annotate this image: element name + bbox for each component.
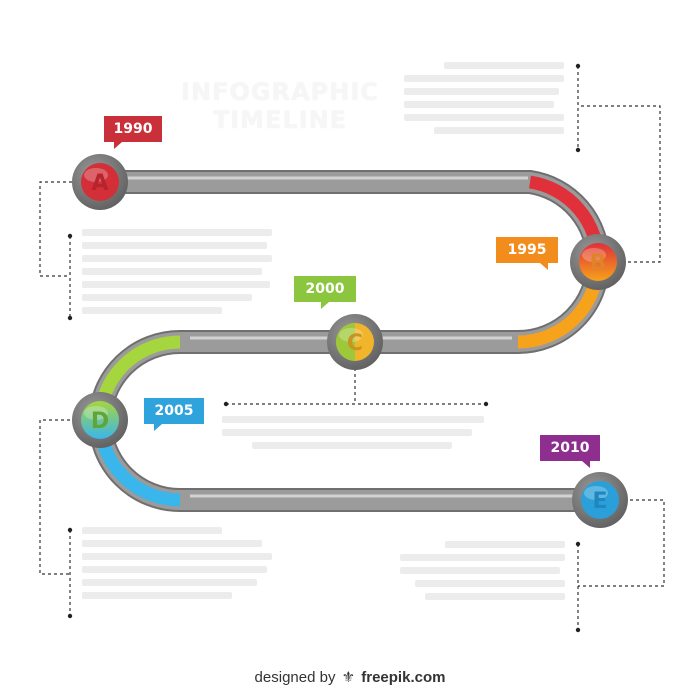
credit-brand: freepik.com [361,669,446,686]
freepik-logo-icon: ⚜ [341,669,356,686]
credit-footer: designed by ⚜ freepik.com [0,668,700,686]
dashed-connectors [39,66,665,630]
node-c-letter: C [347,331,363,356]
placeholder-text-d [82,527,272,605]
node-b-letter: B [590,251,607,276]
node-a-letter: A [91,171,108,196]
title-line-1: INFOGRAPHIC [181,78,379,106]
year-tag-1995: 1995 [496,237,558,270]
node-d: D [72,392,128,448]
connector-d [39,419,76,575]
node-e: E [572,472,628,528]
node-e-letter: E [592,489,607,514]
connector-e [578,499,665,587]
year-tag-2000: 2000 [294,276,356,309]
credit-prefix: designed by [254,669,336,686]
year-tag-2010: 2010 [540,435,600,468]
connector-a [39,181,72,277]
node-d-letter: D [91,409,109,434]
connector-b [578,105,661,263]
infographic-title: INFOGRAPHIC TIMELINE [180,78,380,134]
node-a: A [72,154,128,210]
node-b: B [570,234,626,290]
year-tag-2005: 2005 [144,398,204,431]
connector-dots [67,63,581,633]
milestone-nodes: A B C D E [72,154,628,528]
placeholder-text-c [222,416,484,455]
placeholder-text-e [400,541,565,606]
placeholder-text-a [82,229,272,320]
node-c: C [327,314,383,370]
title-line-2: TIMELINE [212,106,348,134]
placeholder-text-b [404,62,564,140]
year-tag-1990: 1990 [104,116,162,149]
